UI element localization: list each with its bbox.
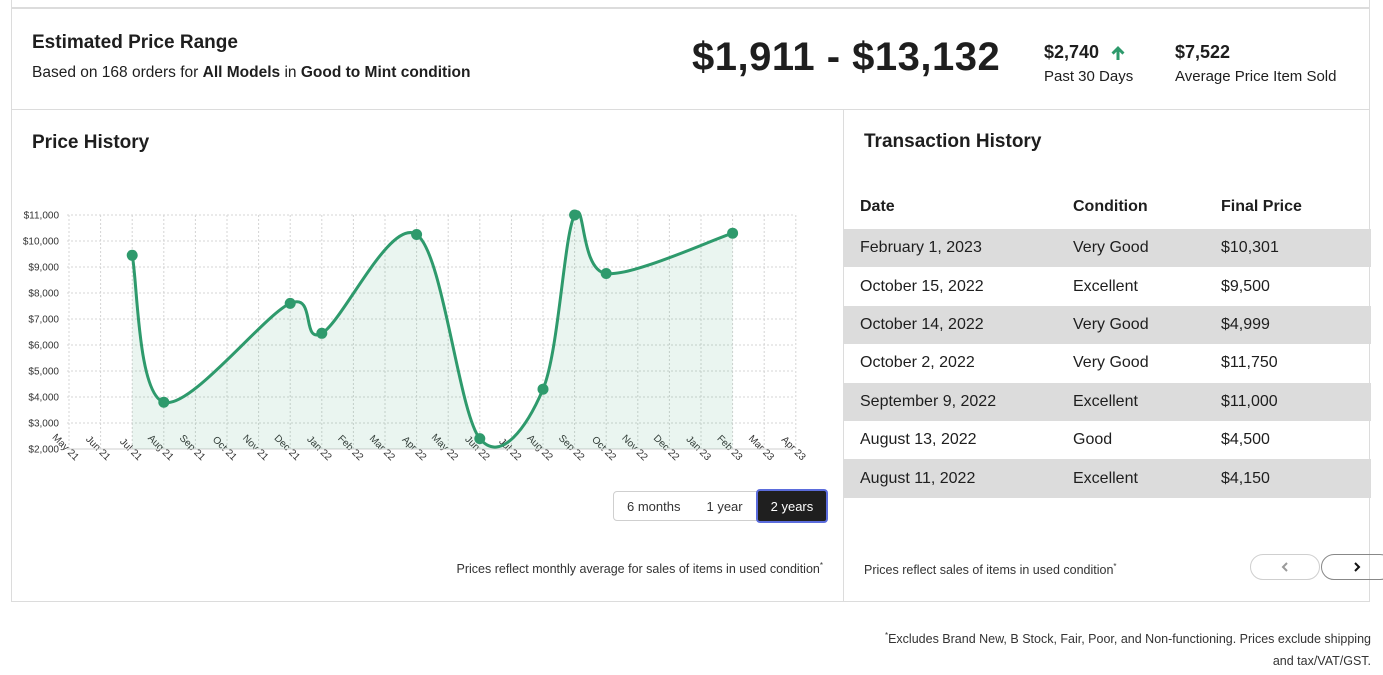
data-point — [158, 396, 170, 408]
data-point — [474, 433, 486, 445]
price-history-panel: Price History $2,000 $3,000 $4,000 $5,000 $6… — [12, 109, 844, 601]
table-row: October 14, 2022 Very Good $4,999 — [844, 305, 1371, 345]
average-value: $7,522 — [1175, 42, 1231, 62]
range-6-months[interactable]: 6 months — [627, 498, 681, 514]
price-cell: $9,500 — [1221, 277, 1270, 295]
price-range: $1,911 - $13,132 — [692, 35, 1001, 79]
data-point — [411, 229, 423, 240]
range-1-year[interactable]: 1 year — [706, 498, 743, 514]
condition-cell: Excellent — [1073, 277, 1138, 295]
table-row: September 9, 2022 Excellent $11,000 — [844, 382, 1371, 421]
condition-cell: Good — [1073, 431, 1113, 449]
transaction-history-title: Transaction History — [864, 131, 1042, 152]
table-row: October 2, 2022 Very Good $11,750 — [844, 344, 1371, 382]
date-cell: September 9, 2022 — [860, 392, 997, 410]
column-condition: Condition — [1073, 198, 1148, 215]
data-point — [537, 383, 549, 395]
summary-title: Estimated Price Range — [32, 32, 238, 53]
chevron-right-icon — [1354, 562, 1361, 572]
recent-stat: $2,740 Past 30 Days — [1044, 42, 1133, 85]
data-point — [727, 227, 739, 239]
transaction-note: Prices reflect sales of items in used co… — [864, 562, 1117, 578]
condition-filter-text: Good to Mint condition — [300, 64, 471, 81]
price-guide-card: Estimated Price Range Based on 168 order… — [11, 8, 1383, 602]
price-history-note: Prices reflect monthly average for sales… — [456, 561, 824, 577]
y-tick-label: $5,000 — [28, 367, 59, 378]
y-tick-label: $4,000 — [28, 393, 59, 404]
summary-subtitle: Based on 168 orders for All Models in Go… — [32, 64, 471, 81]
condition-cell: Very Good — [1073, 354, 1149, 372]
date-cell: August 13, 2022 — [860, 431, 977, 449]
recent-label: Past 30 Days — [1044, 68, 1134, 85]
column-date: Date — [860, 198, 895, 215]
price-cell: $10,301 — [1221, 239, 1279, 257]
chevron-left-icon — [1281, 562, 1288, 572]
y-tick-label: $2,000 — [28, 445, 59, 456]
data-point — [600, 268, 612, 279]
date-cell: August 11, 2022 — [860, 469, 976, 487]
price-cell: $4,150 — [1221, 469, 1270, 487]
range-2-years[interactable]: 2 years — [755, 489, 829, 523]
y-tick-label: $9,000 — [28, 263, 59, 274]
models-filter-text: All Models — [202, 64, 281, 81]
next-page-button[interactable] — [1321, 554, 1383, 580]
previous-card-edge — [11, 0, 1370, 8]
y-tick-label: $6,000 — [28, 341, 59, 352]
date-cell: October 15, 2022 — [860, 277, 984, 295]
series-line — [130, 210, 734, 449]
table-row: February 1, 2023 Very Good $10,301 — [844, 229, 1371, 268]
table-row: August 11, 2022 Excellent $4,150 — [844, 459, 1371, 498]
average-stat: $7,522 Average Price Item Sold — [1175, 42, 1336, 85]
recent-value: $2,740 — [1044, 42, 1100, 62]
date-cell: October 14, 2022 — [860, 315, 984, 333]
price-history-chart: $2,000 $3,000 $4,000 $5,000 $6,000 $7,000 $8,0… — [23, 209, 808, 463]
price-cell: $4,500 — [1221, 431, 1270, 449]
date-cell: October 2, 2022 — [860, 354, 975, 372]
transaction-table: Date Condition Final Price February 1, 2… — [844, 185, 1371, 498]
price-cell: $11,000 — [1221, 392, 1278, 410]
data-point — [316, 327, 328, 339]
arrow-up-icon — [1111, 45, 1125, 60]
y-tick-label: $11,000 — [24, 211, 60, 222]
average-label: Average Price Item Sold — [1175, 68, 1337, 85]
table-row: August 13, 2022 Good $4,500 — [844, 421, 1371, 459]
data-point — [126, 249, 138, 261]
y-tick-label: $8,000 — [28, 289, 59, 300]
estimated-price-summary: Estimated Price Range Based on 168 order… — [12, 9, 1369, 110]
price-cell: $11,750 — [1221, 354, 1278, 372]
previous-page-button[interactable] — [1250, 554, 1320, 580]
series-area — [132, 211, 733, 449]
condition-cell: Very Good — [1073, 239, 1149, 257]
footnote: *Excludes Brand New, B Stock, Fair, Poor… — [884, 631, 1371, 669]
price-cell: $4,999 — [1221, 315, 1270, 333]
date-cell: February 1, 2023 — [860, 239, 982, 257]
price-history-title: Price History — [32, 132, 150, 153]
range-selector: 6 months 1 year 2 years — [613, 489, 829, 523]
data-point — [284, 297, 296, 309]
y-tick-label: $3,000 — [28, 419, 59, 430]
transaction-history-panel: Transaction History Date Condition Final… — [844, 109, 1383, 601]
table-header: Date Condition Final Price — [844, 185, 1371, 229]
condition-cell: Excellent — [1073, 469, 1138, 487]
condition-cell: Very Good — [1073, 315, 1149, 333]
column-final-price: Final Price — [1221, 198, 1302, 215]
x-tick-label: Mar 23 — [746, 433, 776, 463]
table-row: October 15, 2022 Excellent $9,500 — [844, 267, 1371, 305]
condition-cell: Excellent — [1073, 392, 1138, 410]
y-tick-label: $10,000 — [23, 237, 60, 248]
y-tick-label: $7,000 — [28, 315, 59, 326]
data-point — [569, 209, 581, 221]
